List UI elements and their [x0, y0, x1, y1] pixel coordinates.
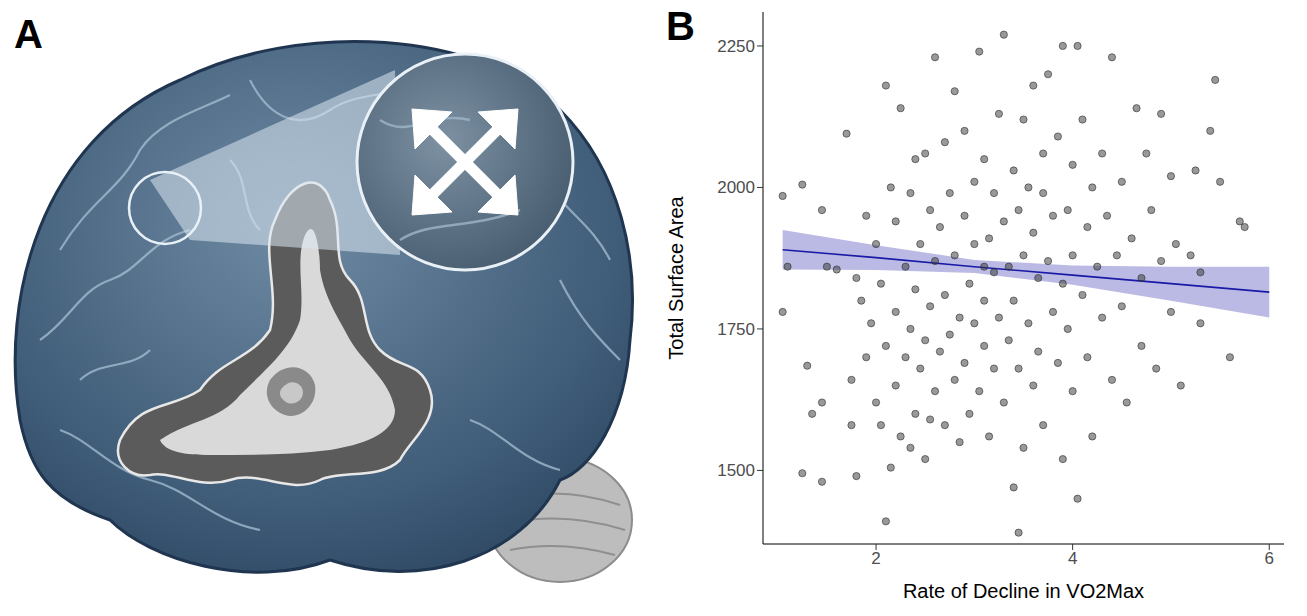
svg-text:6: 6 — [1265, 549, 1274, 568]
svg-text:2250: 2250 — [717, 37, 755, 56]
html-text:B: B — [666, 4, 695, 48]
svg-text:Total Surface Area: Total Surface Area — [665, 195, 687, 359]
svg-text:1500: 1500 — [717, 461, 755, 480]
svg-text:A: A — [14, 12, 43, 56]
svg-text:Rate of Decline in VO2Max: Rate of Decline in VO2Max — [903, 580, 1144, 602]
svg-text:2000: 2000 — [717, 178, 755, 197]
svg-text:4: 4 — [1068, 549, 1077, 568]
svg-text:2: 2 — [871, 549, 880, 568]
svg-text:1750: 1750 — [717, 320, 755, 339]
